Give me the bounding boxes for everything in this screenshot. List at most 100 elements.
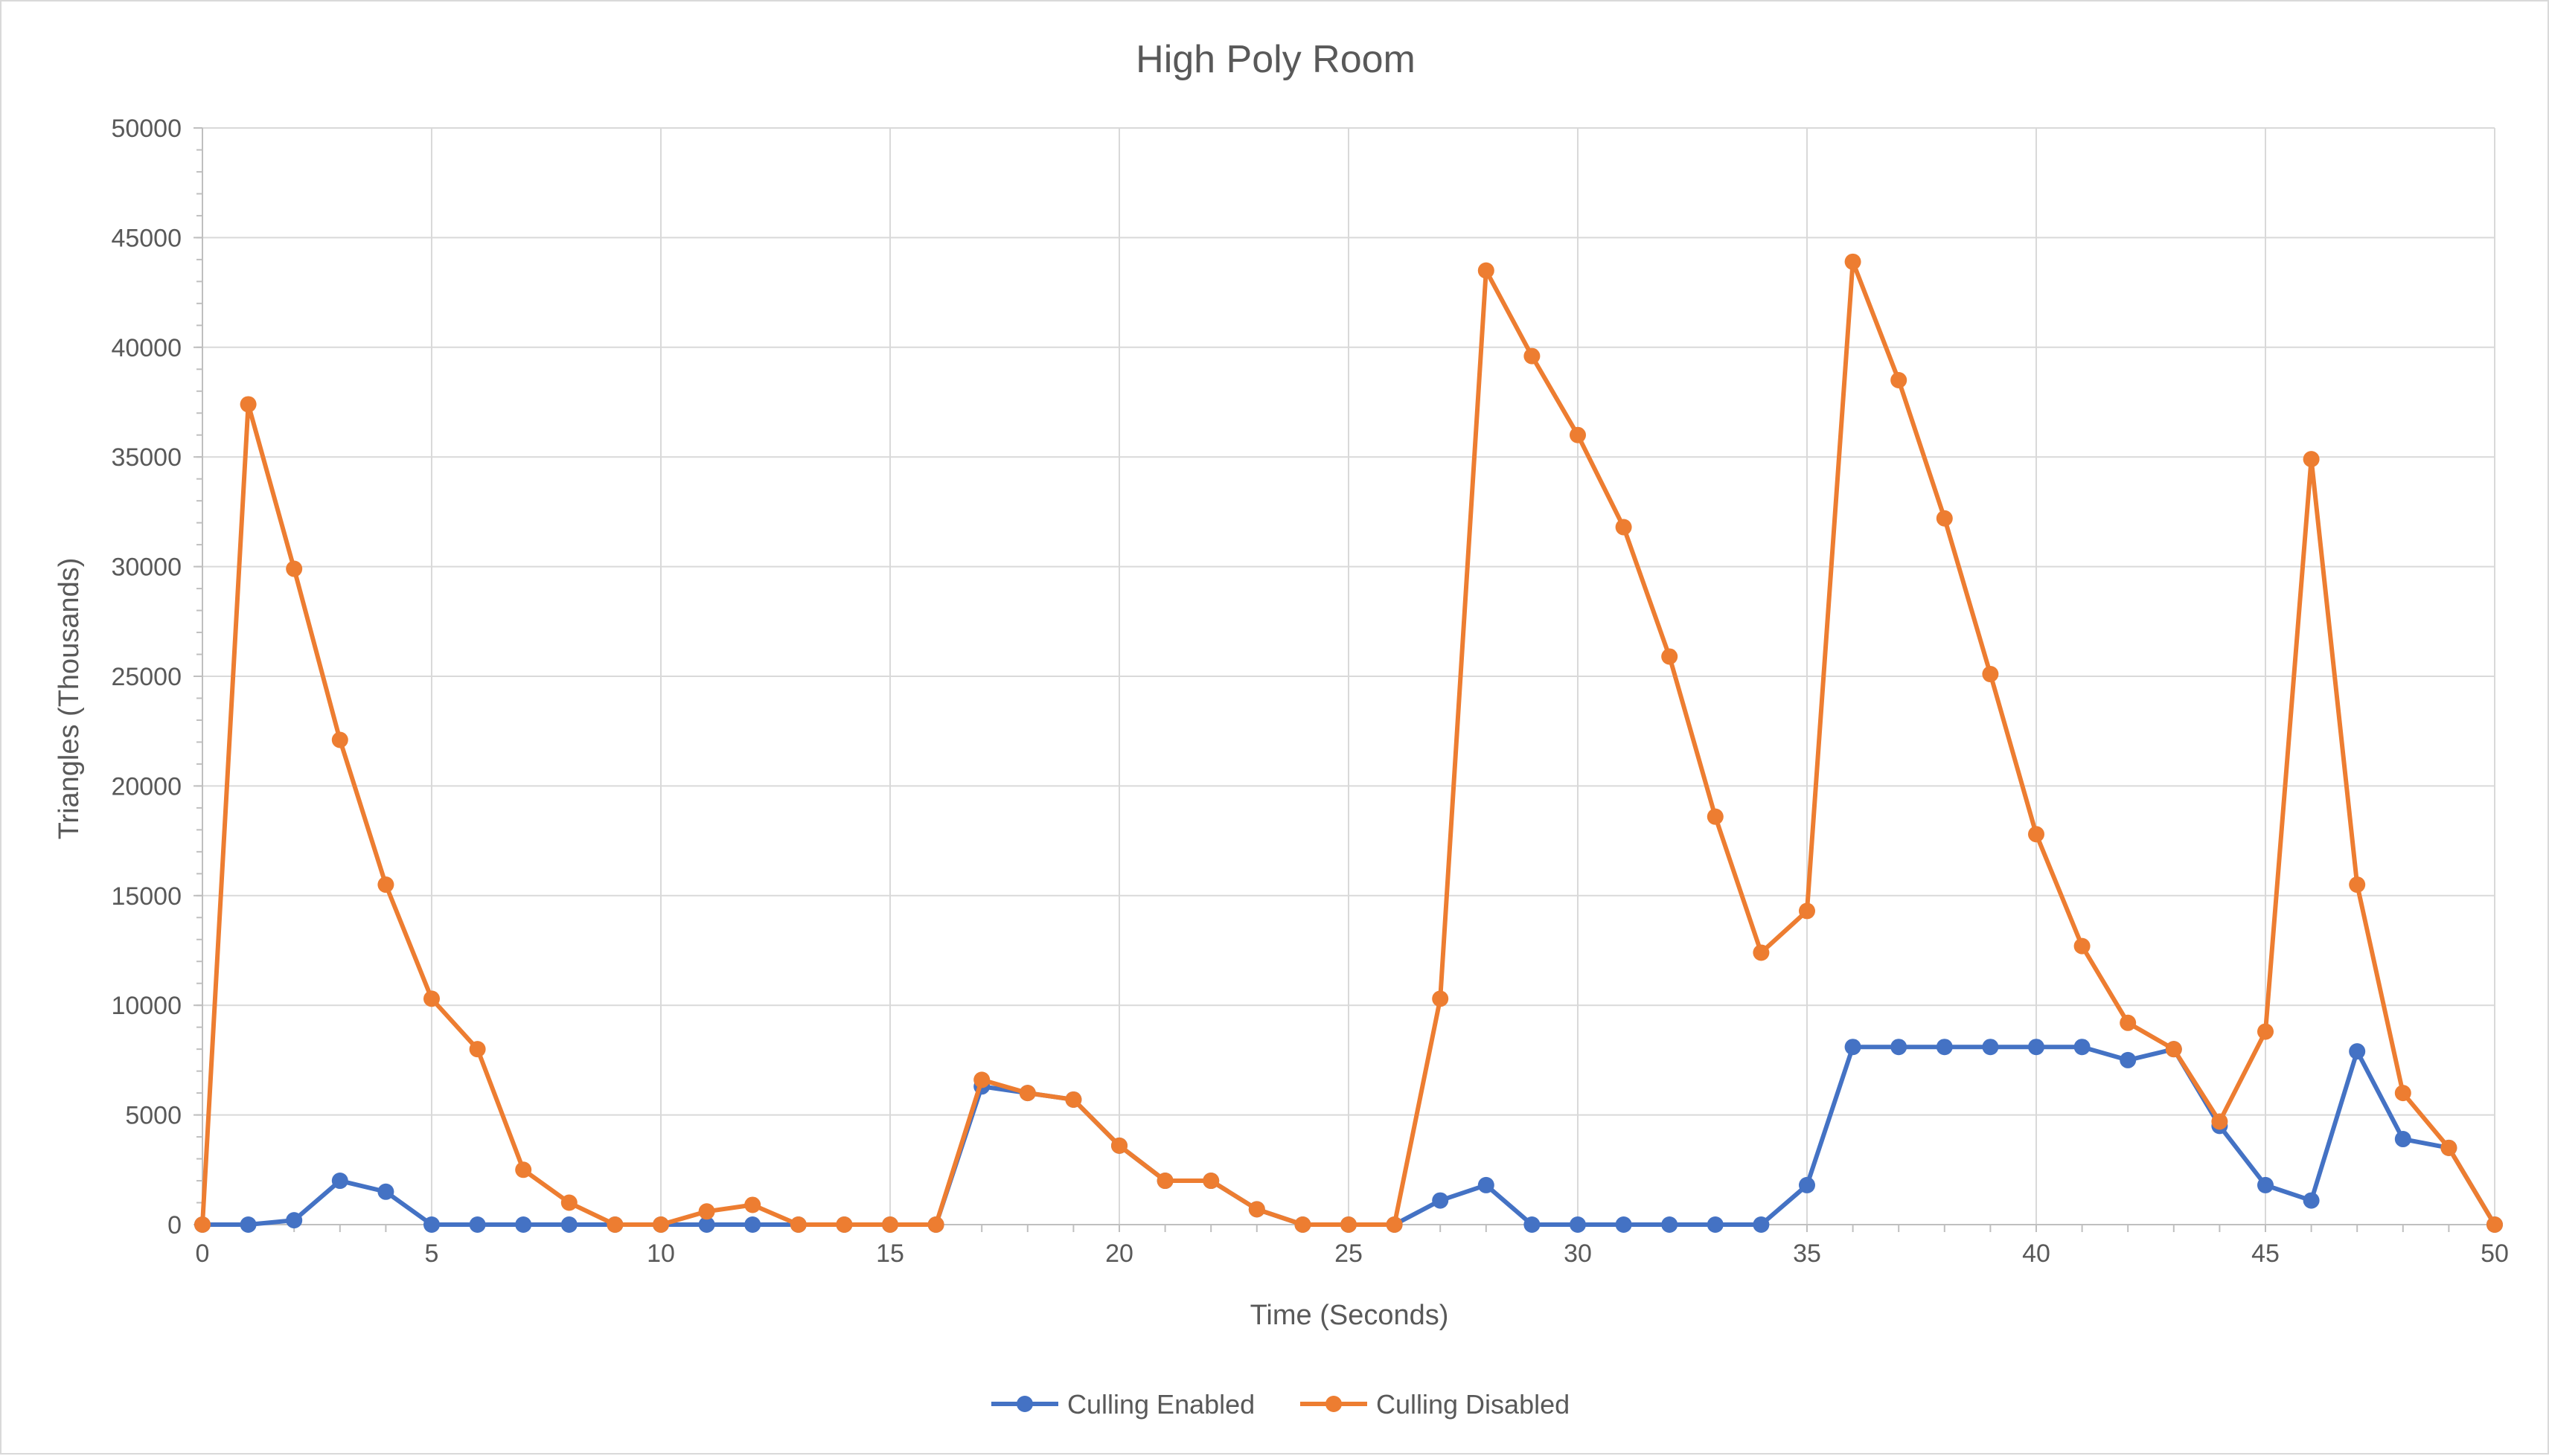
data-point <box>790 1216 807 1233</box>
data-point <box>1432 1192 1449 1209</box>
x-tick-label: 40 <box>2022 1239 2050 1268</box>
data-point <box>2349 876 2366 894</box>
x-tick-label: 35 <box>1793 1239 1821 1268</box>
data-point <box>1615 1216 1632 1233</box>
data-point <box>469 1041 486 1058</box>
data-point <box>1477 262 1494 279</box>
data-point <box>560 1216 578 1233</box>
data-point <box>2073 1039 2091 1056</box>
y-tick-label: 50000 <box>111 115 182 143</box>
data-point <box>1111 1137 1128 1154</box>
data-point <box>515 1161 532 1178</box>
data-point <box>194 1216 211 1233</box>
data-point <box>240 1216 257 1233</box>
data-point <box>2394 1085 2411 1102</box>
data-point <box>698 1203 715 1220</box>
data-point <box>2120 1051 2137 1068</box>
data-point <box>377 876 394 894</box>
y-tick-label: 45000 <box>111 224 182 252</box>
x-tick-label: 50 <box>2481 1239 2509 1268</box>
chart-title: High Poly Room <box>1136 38 1416 81</box>
data-point <box>331 731 348 748</box>
data-point <box>1248 1201 1265 1218</box>
y-axis-title: Triangles (Thousands) <box>54 558 85 840</box>
legend-label: Culling Enabled <box>1067 1389 1255 1420</box>
legend: Culling Enabled Culling Disabled <box>991 1389 1570 1420</box>
data-point <box>1799 902 1815 920</box>
data-point <box>1890 1039 1907 1056</box>
data-point <box>1844 253 1861 270</box>
data-point <box>240 396 257 413</box>
data-point <box>1799 1176 1815 1193</box>
legend-marker <box>1325 1396 1342 1412</box>
data-point <box>744 1196 761 1213</box>
data-point <box>1753 944 1770 961</box>
data-point <box>331 1173 348 1190</box>
x-tick-label: 0 <box>196 1239 210 1268</box>
data-point <box>2303 1192 2320 1209</box>
legend-item: Culling Enabled <box>991 1389 1255 1420</box>
data-point <box>1570 1216 1586 1233</box>
data-point <box>927 1216 944 1233</box>
data-point <box>744 1216 761 1233</box>
data-point <box>1753 1216 1770 1233</box>
y-tick-label: 40000 <box>111 334 182 362</box>
data-point <box>2073 937 2091 955</box>
y-tick-label: 0 <box>167 1211 182 1239</box>
data-point <box>1523 347 1541 365</box>
series-lines <box>194 253 2503 1233</box>
axes: 0 5000 10000 15000 20000 25000 30000 35000 40000… <box>111 115 2508 1268</box>
data-point <box>1157 1173 1174 1190</box>
data-point <box>1432 990 1449 1007</box>
x-tick-label: 5 <box>425 1239 439 1268</box>
data-point <box>1523 1216 1541 1233</box>
data-point <box>1890 372 1907 389</box>
data-point <box>1661 1216 1678 1233</box>
data-point <box>698 1216 715 1233</box>
y-tick-label: 35000 <box>111 443 182 472</box>
data-point <box>560 1194 578 1211</box>
data-point <box>2028 1039 2044 1056</box>
data-point <box>2486 1216 2503 1233</box>
data-point <box>1340 1216 1357 1233</box>
data-point <box>882 1216 898 1233</box>
data-point <box>2394 1131 2411 1148</box>
data-point <box>1661 648 1678 665</box>
legend-item: Culling Disabled <box>1300 1389 1570 1420</box>
data-point <box>1477 1176 1494 1193</box>
data-point <box>377 1183 394 1200</box>
data-point <box>1707 808 1724 825</box>
data-point <box>2257 1023 2274 1040</box>
data-point <box>1203 1173 1220 1190</box>
legend-marker <box>1017 1396 1033 1412</box>
data-point <box>1707 1216 1724 1233</box>
data-point <box>423 1216 440 1233</box>
data-point <box>607 1216 624 1233</box>
data-point <box>1936 510 1953 527</box>
data-point <box>286 1212 303 1229</box>
data-point <box>1982 666 1999 683</box>
data-point <box>1982 1039 1999 1056</box>
data-point <box>2440 1139 2457 1156</box>
data-point <box>515 1216 532 1233</box>
y-tick-label: 25000 <box>111 663 182 691</box>
data-point <box>2211 1113 2228 1130</box>
x-tick-label: 30 <box>1564 1239 1592 1268</box>
y-tick-label: 20000 <box>111 772 182 801</box>
series-culling-disabled <box>194 253 2503 1233</box>
x-tick-label: 15 <box>876 1239 904 1268</box>
y-tick-label: 30000 <box>111 554 182 582</box>
data-point <box>2303 451 2320 468</box>
data-point <box>2165 1041 2182 1058</box>
x-tick-label: 25 <box>1334 1239 1363 1268</box>
y-tick-label: 15000 <box>111 882 182 911</box>
data-point <box>1615 519 1632 536</box>
data-point <box>1570 426 1586 443</box>
data-point <box>423 990 440 1007</box>
data-point <box>1386 1216 1403 1233</box>
x-tick-label: 20 <box>1105 1239 1133 1268</box>
x-tick-label: 45 <box>2251 1239 2280 1268</box>
data-point <box>973 1071 991 1088</box>
